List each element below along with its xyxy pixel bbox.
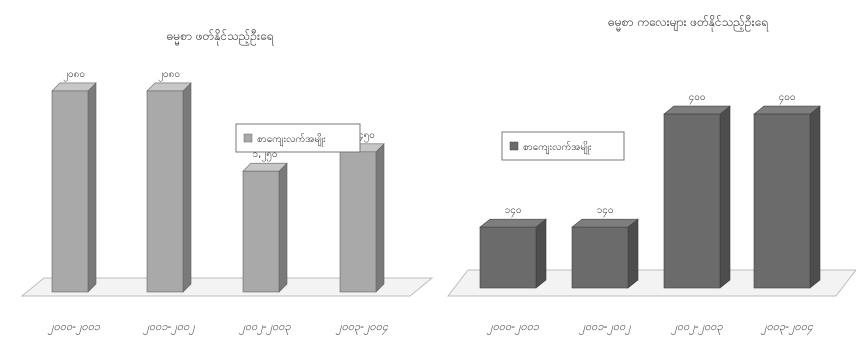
- tick-label: ၂၀၀၃-၂၀၀၄: [760, 320, 814, 335]
- chart-right-data-labels: ၁၄၀ ၁၄၀ ၄၀၀ ၄၀၀: [505, 92, 796, 218]
- bar-front: [571, 226, 629, 289]
- tick-label: ၂၀၀၂-၂၀၀၃: [670, 320, 723, 335]
- chart-right-legend-box: [501, 131, 625, 161]
- data-label: ၄၀၀: [779, 92, 796, 105]
- bar-side: [627, 218, 639, 289]
- bar-side: [87, 82, 97, 293]
- chart-right: ဓမ္မစာ ကလေးများ ဖတ်နိုင်သည့်ဦးရေ ၁၄၀ ၁၄၀ ၄…: [446, 14, 856, 335]
- data-label: ၁၄၀: [505, 205, 522, 218]
- tick-label: ၂၀၀၃-၂၀၀၄: [335, 320, 389, 335]
- bar-3: [663, 105, 731, 289]
- chart-right-legend-swatch: [509, 141, 519, 151]
- tick-label: ၂၀၀၂-၂၀၀၃: [238, 320, 291, 335]
- bar-top: [479, 218, 547, 228]
- bar-top: [146, 82, 192, 92]
- chart-right-bars: [479, 105, 821, 289]
- bar-1: [479, 218, 547, 289]
- chart-left: ဓမ္မစာ ဖတ်နိုင်သည့်ဦးရေ ၂၀၈၀ ၂၀၈၀၁,၂၅၀၁,၄…: [20, 28, 434, 335]
- bar-3: [242, 162, 288, 293]
- bar-top: [571, 218, 639, 228]
- data-label: ၁၄၀: [597, 205, 614, 218]
- chart-right-title: ဓမ္မစာ ကလေးများ ဖတ်နိုင်သည့်ဦးရေ: [608, 14, 768, 32]
- chart-left-legend-swatch: [243, 133, 253, 143]
- data-label: ၂၀၈၀: [158, 69, 180, 82]
- data-label: ၄၀၀: [689, 92, 706, 105]
- tick-label: ၂၀၀၁-၂၀၀၂: [578, 320, 632, 335]
- bar-front: [479, 226, 537, 289]
- bar-top: [753, 105, 821, 115]
- bar-4: [339, 143, 385, 293]
- chart-right-ticks: ၂၀၀၀-၂၀၀၁ ၂၀၀၁-၂၀၀၂ ၂၀၀၂-၂၀၀၃ ၂၀၀၃-၂၀၀၄: [486, 320, 814, 335]
- bar-4: [753, 105, 821, 289]
- chart-left-title: ဓမ္မစာ ဖတ်နိုင်သည့်ဦးရေ: [167, 28, 274, 46]
- bar-front: [753, 113, 811, 289]
- bar-front: [339, 151, 377, 293]
- bar-top: [663, 105, 731, 115]
- bar-side: [535, 218, 547, 289]
- chart-left-legend: စာကျေးလက်အမျိုး: [235, 123, 361, 153]
- bar-side: [278, 162, 288, 293]
- bar-2: [571, 218, 639, 289]
- bar-side: [809, 105, 821, 289]
- chart-left-legend-label: စာကျေးလက်အမျိုး: [257, 132, 326, 147]
- data-label: ၂၀၈၀: [63, 69, 85, 82]
- bar-1: [51, 82, 97, 293]
- bar-side: [375, 143, 385, 293]
- bar-front: [663, 113, 721, 289]
- chart-left-bars: [51, 82, 385, 293]
- tick-label: ၂၀၀၀-၂၀၀၁: [47, 320, 101, 335]
- bar-front: [146, 90, 184, 293]
- bar-front: [51, 90, 89, 293]
- bar-side: [719, 105, 731, 289]
- bar-2: [146, 82, 192, 293]
- bar-front: [242, 170, 280, 293]
- chart-right-legend-label: စာကျေးလက်အမျိုး: [523, 140, 592, 155]
- bar-top: [242, 162, 288, 172]
- chart-left-legend-box: [235, 123, 361, 153]
- chart-left-ticks: ၂၀၀၀-၂၀၀၁ ၂၀၀၁-၂၀၀၂ ၂၀၀၂-၂၀၀၃ ၂၀၀၃-၂၀၀၄: [47, 320, 389, 335]
- bar-side: [182, 82, 192, 293]
- bar-top: [51, 82, 97, 92]
- tick-label: ၂၀၀၀-၂၀၀၁: [486, 320, 540, 335]
- chart-left-floor: [20, 277, 434, 297]
- tick-label: ၂၀၀၁-၂၀၀၂: [142, 320, 196, 335]
- chart-right-legend: စာကျေးလက်အမျိုး: [501, 131, 625, 161]
